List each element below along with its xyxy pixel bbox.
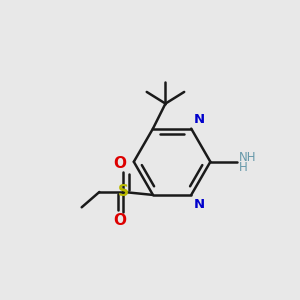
- Text: NH: NH: [238, 151, 256, 164]
- Text: O: O: [113, 156, 126, 171]
- Text: H: H: [238, 160, 247, 174]
- Text: S: S: [118, 184, 129, 200]
- Text: O: O: [113, 213, 126, 228]
- Text: N: N: [194, 113, 205, 126]
- Text: N: N: [194, 198, 205, 211]
